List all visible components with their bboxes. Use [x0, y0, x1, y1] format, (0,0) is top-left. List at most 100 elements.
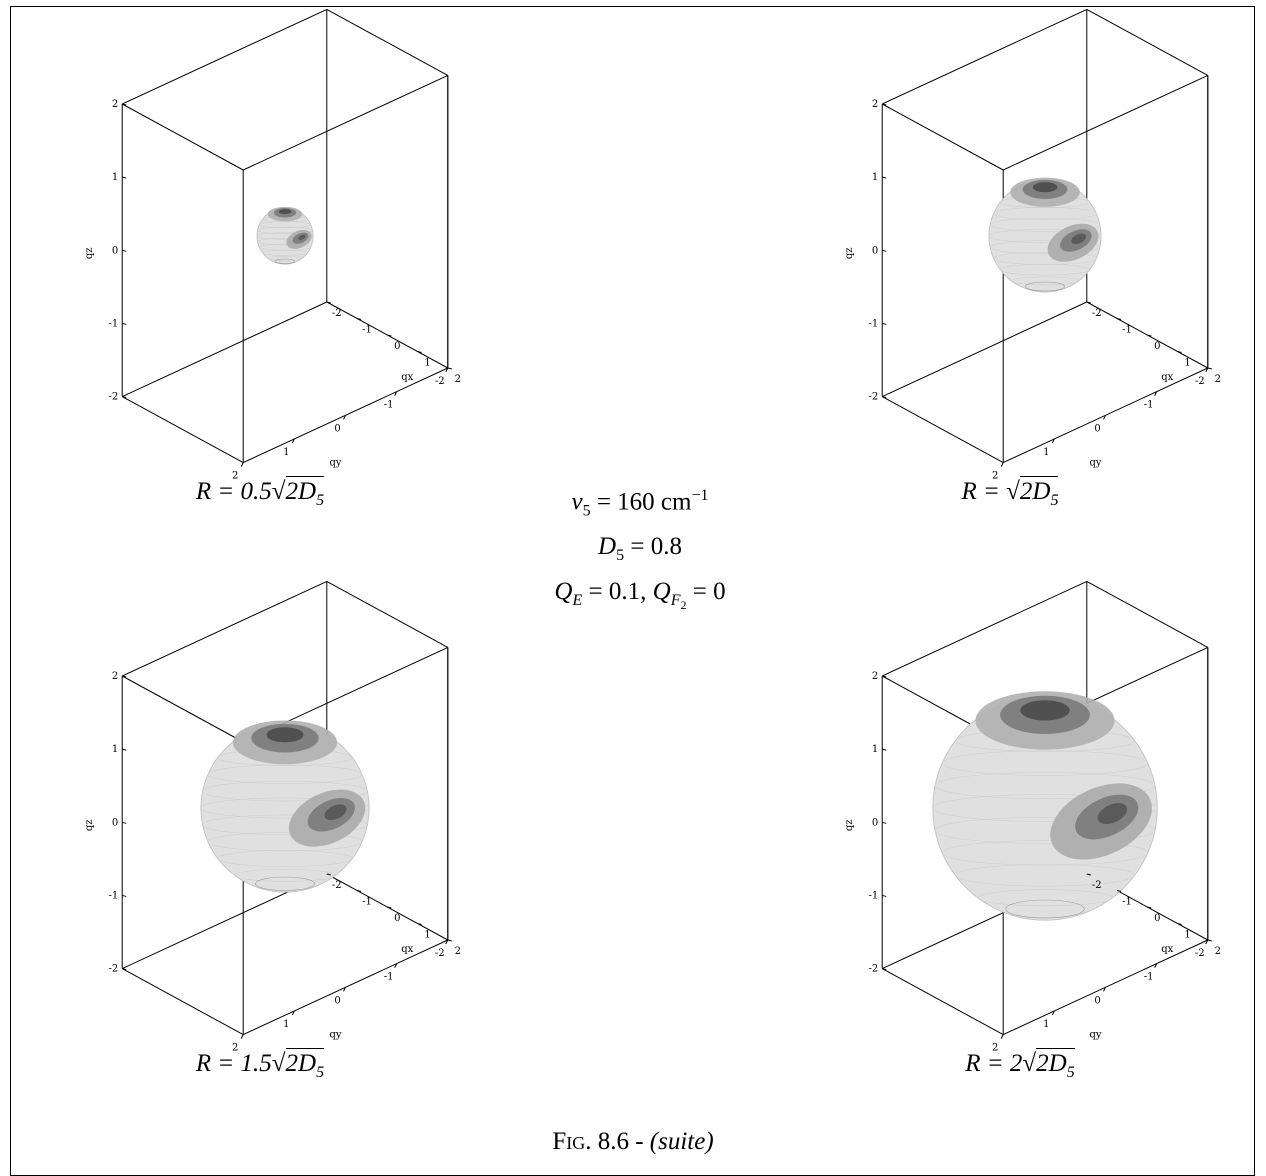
qy-tick [240, 462, 244, 467]
plot-panel-3: -2 -1 0 1 2 qz 2 1 0 -1 -2 qy -2 -1 0 1 2 qx [790, 580, 1221, 1056]
qy-tick-label: -2 [1195, 948, 1205, 959]
box-edge [121, 103, 244, 171]
sphere-mesh-line [207, 764, 363, 784]
qx-tick-label: 1 [424, 358, 430, 369]
qy-axis-label: qy [1089, 457, 1101, 468]
qz-tick-label: 1 [112, 744, 118, 755]
qz-tick [122, 748, 127, 751]
qx-tick [1147, 334, 1152, 337]
qx-tick-label: 1 [424, 930, 430, 941]
sphere-mesh-line [989, 240, 1101, 255]
qz-tick [882, 894, 887, 897]
qz-tick-label: 2 [112, 99, 118, 110]
qx-tick [1086, 301, 1091, 304]
qx-tick-label: -2 [1092, 308, 1102, 319]
qz-tick-label: 1 [112, 172, 118, 183]
qy-tick [291, 438, 295, 444]
sphere-top-pole [1020, 700, 1070, 721]
qx-tick [447, 367, 452, 370]
qy-tick-label: -1 [384, 972, 394, 983]
sphere-mesh-line [202, 781, 368, 802]
sphere-side-core [324, 804, 347, 821]
qx-tick [417, 351, 422, 353]
qx-axis-label: qx [401, 372, 413, 383]
qz-tick-label: -1 [868, 890, 878, 901]
sphere-mesh-line [267, 256, 303, 261]
sphere-side-core [298, 234, 306, 241]
panel-caption-1: R = √2D5 [961, 476, 1059, 509]
qy-tick [240, 1034, 244, 1039]
qy-tick-label: 1 [1043, 1019, 1049, 1030]
qy-tick-label: -1 [384, 400, 394, 411]
qz-tick [122, 249, 127, 252]
qz-tick-label: 0 [872, 245, 878, 256]
qx-tick [326, 873, 331, 876]
sphere-mesh-line [200, 797, 370, 819]
sphere-plot-1: -2 -1 0 1 2 qz 2 1 0 -1 -2 qy -2 -1 0 1 2 qx [844, 8, 1221, 482]
qx-tick [1147, 906, 1152, 909]
qz-tick [882, 968, 887, 971]
sphere [932, 691, 1158, 921]
sphere-mesh-line [989, 217, 1101, 232]
qy-tick [394, 963, 398, 968]
qy-tick-label: 1 [283, 447, 289, 458]
qz-tick-label: -2 [108, 392, 118, 403]
qx-tick-label: 0 [1154, 913, 1160, 924]
qx-tick-label: -2 [1092, 880, 1102, 891]
qz-tick [122, 176, 127, 179]
panel-caption-3: R = 2√2D5 [965, 1048, 1075, 1081]
sphere-bottom-pole [274, 258, 296, 264]
qy-tick-label: 0 [334, 995, 340, 1006]
qy-tick-label: 2 [992, 1043, 998, 1054]
plot-panel-1: -2 -1 0 1 2 qz 2 1 0 -1 -2 qy -2 -1 0 1 2 qx [790, 8, 1221, 484]
box-edge [121, 301, 328, 398]
box-edge [1086, 8, 1209, 76]
box-edge [121, 580, 328, 677]
box-edge [881, 580, 1088, 677]
qy-tick [1051, 438, 1055, 444]
qx-tick [387, 906, 392, 909]
qz-tick-label: -1 [108, 318, 118, 329]
qy-tick [1205, 367, 1209, 373]
qx-tick-label: -1 [1122, 897, 1132, 908]
sphere-mesh-line [234, 869, 336, 882]
qy-tick-label: 2 [992, 471, 998, 482]
qx-tick-label: -1 [362, 897, 372, 908]
sphere-mesh-line [256, 232, 314, 240]
nu-parameter: ν5 = 160 cm−1 [571, 487, 709, 520]
box-edge [121, 8, 328, 105]
qy-tick-label: -2 [435, 948, 445, 959]
qy-tick [291, 1010, 295, 1016]
sphere-mesh-line [955, 864, 1135, 887]
figure-caption: Fig. 8.6 - (suite) [552, 1128, 714, 1155]
sphere-mesh-line [217, 850, 353, 867]
sphere-mesh-line [932, 794, 1158, 822]
qx-tick [1116, 318, 1122, 320]
qz-tick [882, 821, 887, 824]
qx-tick-label: 1 [1184, 358, 1190, 369]
qz-tick [882, 176, 887, 179]
qy-axis-label: qy [1089, 1029, 1101, 1040]
qx-tick [447, 939, 452, 942]
qz-tick-label: -1 [868, 318, 878, 329]
sphere-mesh-line [999, 264, 1091, 276]
qz-tick [122, 821, 127, 824]
qy-tick-label: -1 [1144, 972, 1154, 983]
sphere-top-pole [266, 727, 304, 743]
sphere-mesh-line [977, 889, 1113, 907]
sphere-plot-2: -2 -1 0 1 2 qz 2 1 0 -1 -2 qy -2 -1 0 1 2 qx [84, 580, 461, 1054]
sphere-mesh-line [257, 238, 313, 246]
qy-tick [1103, 415, 1106, 420]
qz-tick [122, 894, 127, 897]
sphere-mesh-line [993, 207, 1097, 220]
sphere-mesh-line [988, 229, 1102, 243]
qy-tick [1000, 1034, 1004, 1039]
qy-tick [1051, 1010, 1055, 1016]
qy-tick [343, 987, 346, 992]
qy-tick-label: 1 [283, 1019, 289, 1030]
box-edge [1002, 74, 1209, 171]
sphere-top-pole [278, 209, 292, 215]
qx-tick [1086, 873, 1091, 876]
qx-tick [417, 923, 422, 925]
sphere [200, 720, 370, 893]
